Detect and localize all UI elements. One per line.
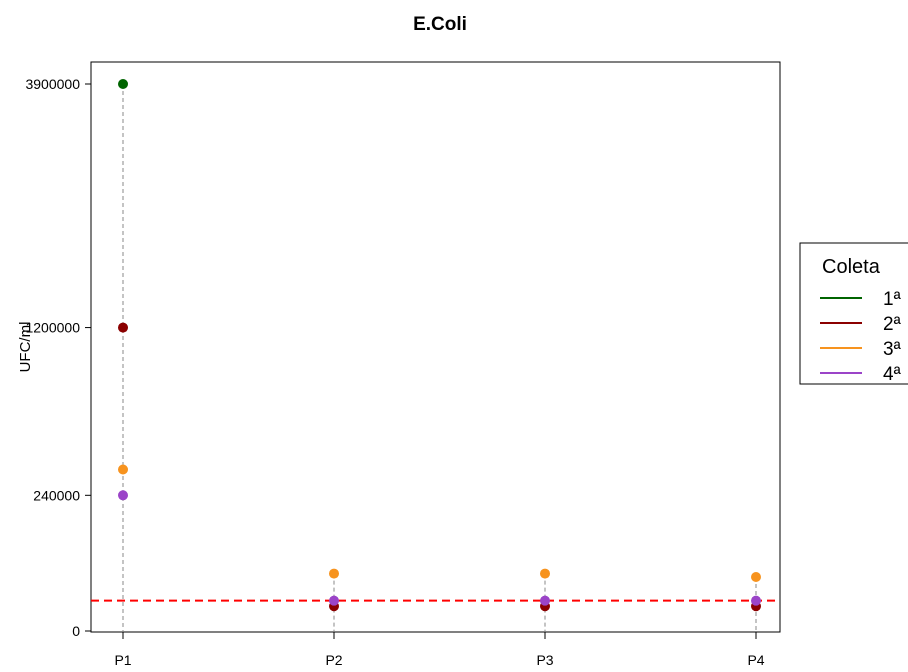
y-tick-label: 1200000	[25, 320, 80, 336]
y-axis: 0 240000 1200000 3900000	[25, 76, 92, 639]
stem-lines	[122, 84, 757, 631]
legend-label: 2ª	[883, 314, 902, 335]
legend-box	[799, 242, 908, 385]
x-tick-label: P2	[325, 652, 342, 668]
x-tick-label: P1	[114, 652, 131, 668]
legend-label: 1ª	[883, 289, 902, 310]
data-point	[329, 595, 339, 606]
y-tick-label: 3900000	[25, 76, 80, 92]
legend-label: 4ª	[883, 364, 902, 385]
y-axis-label: UFC/ml	[17, 322, 34, 373]
y-tick-label: 240000	[33, 487, 80, 503]
data-point	[540, 568, 550, 579]
y-tick-label: 0	[72, 623, 80, 639]
data-point	[751, 572, 761, 583]
data-point	[118, 79, 128, 89]
x-tick-label: P3	[536, 652, 553, 668]
legend-title: Coleta	[822, 256, 881, 278]
legend: Coleta 1ª 2ª 3ª 4ª	[799, 242, 908, 385]
x-axis: P1 P2 P3 P4	[114, 631, 765, 668]
plot-frame	[90, 61, 781, 633]
data-point	[329, 568, 339, 579]
data-point	[118, 464, 128, 475]
data-point	[118, 490, 128, 501]
data-point	[751, 595, 761, 606]
chart-title: E.Coli	[413, 14, 467, 35]
data-points	[118, 79, 761, 612]
x-tick-label: P4	[747, 652, 764, 668]
legend-label: 3ª	[883, 339, 902, 360]
data-point	[540, 595, 550, 606]
data-point	[118, 322, 128, 333]
